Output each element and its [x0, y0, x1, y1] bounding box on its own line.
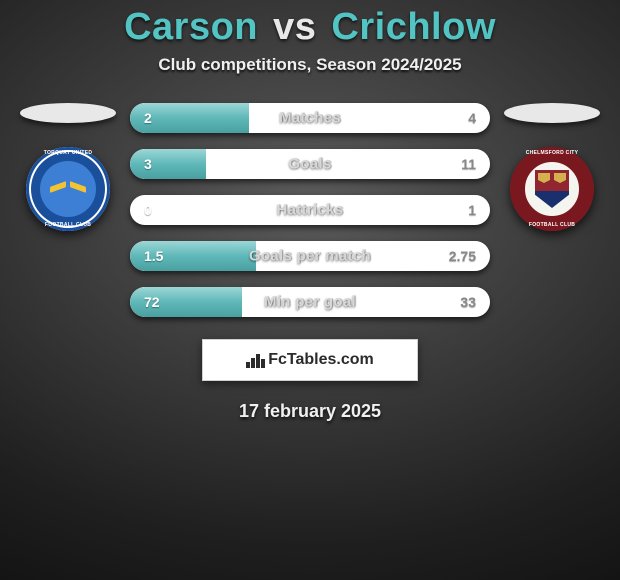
watermark-box: FcTables.com: [202, 339, 418, 381]
stat-value-left: 72: [144, 294, 160, 310]
comparison-body: TORQUAY UNITED FOOTBALL CLUB 2 Matches 4 3 G…: [0, 103, 620, 317]
player2-name: Crichlow: [331, 6, 495, 48]
watermark-text: FcTables.com: [268, 351, 374, 369]
player1-silhouette: [20, 103, 116, 123]
badge-left-text-top: TORQUAY UNITED: [26, 150, 110, 156]
stat-bar: 0 Hattricks 1: [130, 195, 490, 225]
player2-club-badge: CHELMSFORD CITY FOOTBALL CLUB: [510, 147, 594, 231]
stat-label: Goals: [288, 156, 331, 173]
stat-label: Min per goal: [264, 294, 356, 311]
right-player-column: CHELMSFORD CITY FOOTBALL CLUB: [500, 103, 604, 231]
stat-label: Matches: [279, 110, 341, 127]
stat-value-right: 2.75: [449, 248, 476, 264]
stat-value-left: 3: [144, 156, 152, 172]
comparison-title: Carson vs Crichlow: [0, 6, 620, 49]
stat-value-left: 1.5: [144, 248, 163, 264]
shield-icon: [535, 170, 569, 208]
stat-bar: 1.5 Goals per match 2.75: [130, 241, 490, 271]
badge-right-text-bottom: FOOTBALL CLUB: [510, 222, 594, 228]
badge-left-text-bottom: FOOTBALL CLUB: [26, 222, 110, 228]
stat-value-right: 1: [468, 202, 476, 218]
player1-club-badge: TORQUAY UNITED FOOTBALL CLUB: [26, 147, 110, 231]
stat-bar: 3 Goals 11: [130, 149, 490, 179]
stat-value-right: 33: [460, 294, 476, 310]
stat-value-right: 11: [461, 156, 476, 172]
left-player-column: TORQUAY UNITED FOOTBALL CLUB: [16, 103, 120, 231]
stat-bar: 2 Matches 4: [130, 103, 490, 133]
stat-value-left: 0: [144, 202, 152, 218]
stat-label: Hattricks: [277, 202, 344, 219]
vs-separator: vs: [273, 6, 316, 48]
stat-value-left: 2: [144, 110, 152, 126]
player1-name: Carson: [124, 6, 258, 48]
badge-right-text-top: CHELMSFORD CITY: [510, 150, 594, 156]
bar-chart-icon: [246, 352, 266, 368]
date-label: 17 february 2025: [0, 401, 620, 422]
player2-silhouette: [504, 103, 600, 123]
stat-value-right: 4: [468, 110, 476, 126]
gull-icon: [48, 178, 88, 200]
stat-bar-fill: [130, 149, 206, 179]
stat-label: Goals per match: [249, 248, 371, 265]
subtitle: Club competitions, Season 2024/2025: [0, 55, 620, 75]
stats-bars: 2 Matches 4 3 Goals 11 0 Hattricks 1 1.5 Goals per…: [130, 103, 490, 317]
stat-bar: 72 Min per goal 33: [130, 287, 490, 317]
